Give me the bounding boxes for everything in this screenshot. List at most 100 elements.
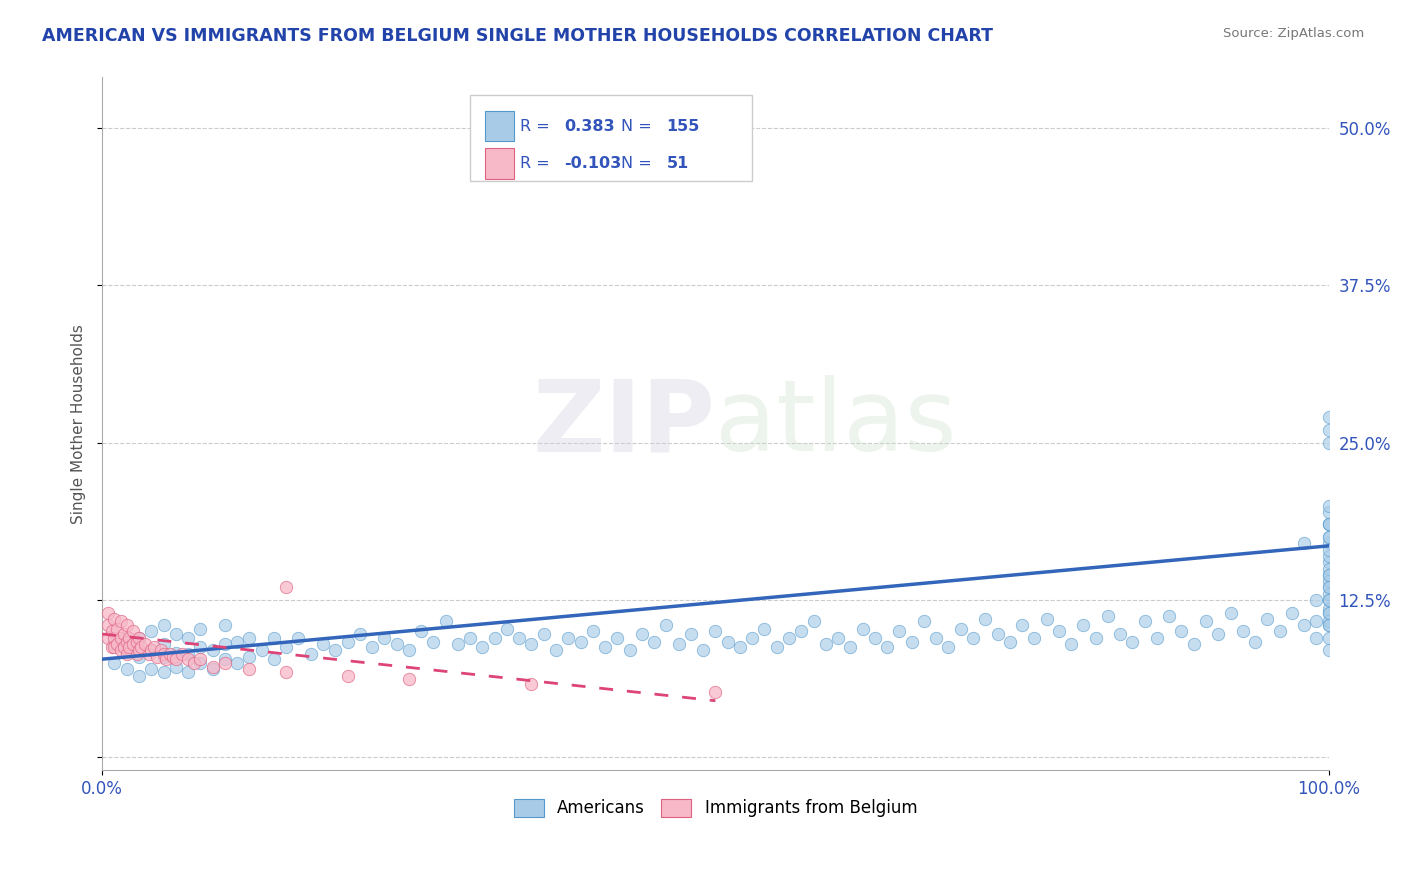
Point <box>183 656 205 670</box>
Point <box>619 643 641 657</box>
Point <box>1121 634 1143 648</box>
Point <box>1317 587 1340 601</box>
Point <box>112 627 135 641</box>
FancyBboxPatch shape <box>485 148 515 178</box>
Point <box>1011 618 1033 632</box>
Point <box>118 640 141 654</box>
Point <box>1084 631 1107 645</box>
Point <box>1244 634 1267 648</box>
Point <box>704 624 727 639</box>
Text: 155: 155 <box>666 119 700 134</box>
Point <box>434 615 457 629</box>
Point <box>863 631 886 645</box>
Point <box>115 631 138 645</box>
Point <box>717 634 740 648</box>
Point <box>141 643 163 657</box>
FancyBboxPatch shape <box>470 95 752 181</box>
Point <box>1133 615 1156 629</box>
Point <box>1317 581 1340 595</box>
Point <box>741 631 763 645</box>
Point <box>336 668 359 682</box>
Point <box>582 624 605 639</box>
Point <box>349 627 371 641</box>
Point <box>655 618 678 632</box>
Point <box>115 618 138 632</box>
Point <box>103 637 125 651</box>
Point <box>214 656 236 670</box>
Point <box>1317 631 1340 645</box>
Point <box>238 631 260 645</box>
Point <box>1317 517 1340 532</box>
Point <box>110 615 132 629</box>
Point <box>250 643 273 657</box>
Point <box>373 631 395 645</box>
Point <box>1317 593 1340 607</box>
Point <box>146 649 169 664</box>
Point <box>159 647 181 661</box>
Point <box>152 647 174 661</box>
Text: ZIP: ZIP <box>533 376 716 472</box>
Point <box>1317 410 1340 425</box>
Point <box>238 649 260 664</box>
Point <box>1024 631 1046 645</box>
Point <box>1317 549 1340 563</box>
Point <box>97 618 120 632</box>
Point <box>214 652 236 666</box>
Point <box>520 637 543 651</box>
Point <box>177 652 200 666</box>
Point <box>312 637 335 651</box>
Text: R =: R = <box>520 119 555 134</box>
Point <box>728 640 751 654</box>
Point <box>112 640 135 654</box>
Point <box>803 615 825 629</box>
Text: 0.383: 0.383 <box>565 119 616 134</box>
Point <box>447 637 470 651</box>
Point <box>115 647 138 661</box>
Point <box>484 631 506 645</box>
Point <box>125 634 148 648</box>
Point <box>97 631 120 645</box>
Point <box>1317 618 1340 632</box>
Point <box>110 631 132 645</box>
Point <box>925 631 948 645</box>
Point <box>1182 637 1205 651</box>
Point <box>606 631 628 645</box>
Point <box>188 652 211 666</box>
Point <box>938 640 960 654</box>
Point <box>188 622 211 636</box>
Point <box>177 647 200 661</box>
Point <box>1305 631 1327 645</box>
Point <box>142 640 165 654</box>
Point <box>900 634 922 648</box>
Point <box>912 615 935 629</box>
Point <box>569 634 592 648</box>
Point <box>201 659 224 673</box>
Point <box>876 640 898 654</box>
Point <box>1317 615 1340 629</box>
Point <box>520 677 543 691</box>
Point <box>1317 505 1340 519</box>
Point <box>1317 542 1340 557</box>
Point <box>141 643 163 657</box>
Point <box>214 637 236 651</box>
Point <box>1047 624 1070 639</box>
Point <box>152 618 174 632</box>
Point <box>1305 615 1327 629</box>
Point <box>165 652 187 666</box>
Text: atlas: atlas <box>716 376 957 472</box>
Point <box>1219 606 1241 620</box>
Point <box>238 662 260 676</box>
Point <box>118 631 141 645</box>
Point <box>458 631 481 645</box>
Point <box>287 631 309 645</box>
Point <box>1170 624 1192 639</box>
Point <box>1159 609 1181 624</box>
Point <box>827 631 849 645</box>
Point <box>97 606 120 620</box>
Point <box>1317 606 1340 620</box>
Point <box>496 622 519 636</box>
Point <box>128 649 150 664</box>
Point <box>103 656 125 670</box>
Point <box>1146 631 1168 645</box>
Point <box>765 640 787 654</box>
